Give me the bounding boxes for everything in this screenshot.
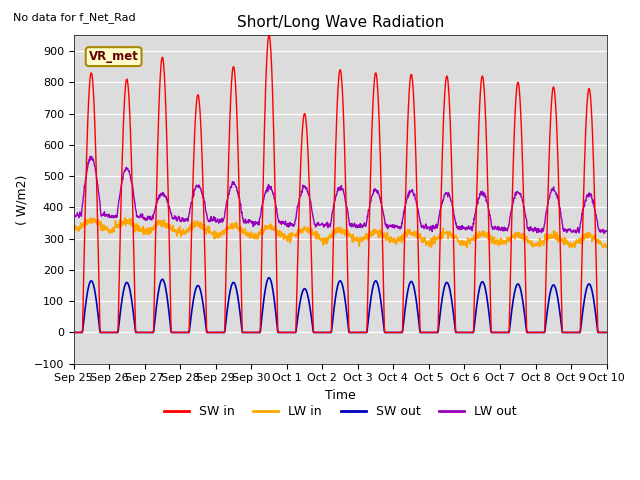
X-axis label: Time: Time (324, 389, 355, 402)
Legend: SW in, LW in, SW out, LW out: SW in, LW in, SW out, LW out (159, 400, 522, 423)
Y-axis label: ( W/m2): ( W/m2) (15, 174, 28, 225)
Title: Short/Long Wave Radiation: Short/Long Wave Radiation (237, 15, 444, 30)
Text: No data for f_Net_Rad: No data for f_Net_Rad (13, 12, 136, 23)
Text: VR_met: VR_met (89, 50, 139, 63)
